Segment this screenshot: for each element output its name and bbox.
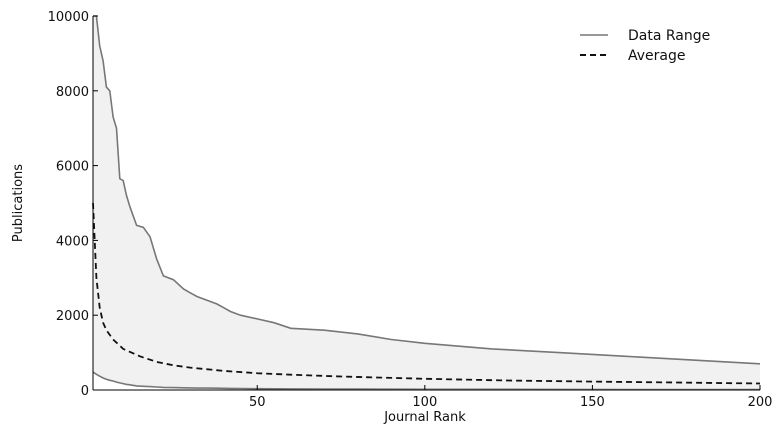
y-tick-label: 4000 xyxy=(56,234,89,249)
legend: Data Range Average xyxy=(580,28,710,64)
y-tick-label: 2000 xyxy=(56,309,89,324)
range-area xyxy=(93,16,760,390)
x-tick-label: 150 xyxy=(580,395,605,410)
x-tick-label: 100 xyxy=(412,395,437,410)
y-tick-label: 8000 xyxy=(56,85,89,100)
y-tick-label: 0 xyxy=(81,384,89,399)
legend-label-average: Average xyxy=(628,48,686,64)
legend-label-data-range: Data Range xyxy=(628,28,710,44)
x-tick-label: 200 xyxy=(748,395,773,410)
x-axis-title: Journal Rank xyxy=(383,410,466,425)
x-tick-label: 50 xyxy=(249,395,266,410)
y-axis-title: Publications xyxy=(11,164,26,242)
range-upper-line xyxy=(93,15,761,365)
plot-area xyxy=(92,15,761,391)
y-tick-label: 10000 xyxy=(48,10,89,25)
range-lower-line xyxy=(92,371,760,391)
average-line xyxy=(92,202,761,385)
axes: 0 2000 4000 6000 8000 10000 50 100 150 200 xyxy=(48,10,773,410)
y-tick-label: 6000 xyxy=(56,160,89,175)
